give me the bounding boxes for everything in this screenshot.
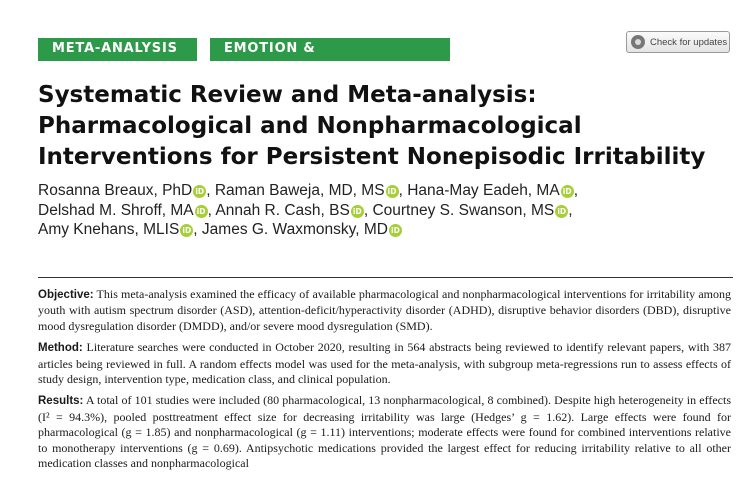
crossmark-icon <box>631 35 645 49</box>
orcid-icon[interactable]: iD <box>193 185 207 198</box>
method-text: Literature searches were conducted in Oc… <box>38 340 731 387</box>
author-name: Rosanna Breaux, PhD <box>38 182 193 199</box>
orcid-icon[interactable]: iD <box>194 204 208 218</box>
orcid-icon[interactable]: iD <box>350 204 364 218</box>
objective-label: Objective: <box>38 289 94 301</box>
orcid-icon[interactable]: iD <box>560 185 574 198</box>
results-label: Results: <box>38 395 84 408</box>
orcid-icon[interactable]: iD <box>385 185 399 198</box>
orcid-icon[interactable]: iD <box>388 224 402 237</box>
method-label: Method: <box>38 342 83 355</box>
abstract-results: Results: A total of 101 studies were inc… <box>38 393 731 471</box>
article-type-tag: META-ANALYSIS <box>38 38 197 60</box>
tag-underline <box>38 58 197 61</box>
tag-underline <box>210 58 450 61</box>
check-for-updates-label: Check for updates <box>650 36 728 48</box>
author-name: Amy Knehans, MLIS <box>38 221 180 238</box>
article-title: Systematic Review and Meta-analysis: Pha… <box>38 82 706 170</box>
check-for-updates-button[interactable]: Check for updates <box>626 31 730 53</box>
section-divider <box>38 277 733 278</box>
author-name: Delshad M. Shroff, MA <box>38 201 194 219</box>
author-name: Courtney S. Swanson, MS <box>372 201 555 219</box>
author-name: Raman Baweja, MD, MS <box>214 182 385 199</box>
author-name: James G. Waxmonsky, MD <box>201 221 388 238</box>
orcid-icon[interactable]: iD <box>555 204 569 218</box>
orcid-icon[interactable]: iD <box>180 224 194 237</box>
abstract-objective: Objective: This meta-analysis examined t… <box>38 287 731 334</box>
author-list: Rosanna Breaux, PhD iD, Raman Baweja, MD,… <box>38 182 578 238</box>
abstract: Objective: This meta-analysis examined t… <box>38 287 731 477</box>
subject-tag: EMOTION & DYSREGULATION <box>210 38 450 78</box>
results-text: A total of 101 studies were included (80… <box>38 393 732 471</box>
author-name: Annah R. Cash, BS <box>215 201 350 219</box>
abstract-method: Method: Literature searches were conduct… <box>38 340 731 387</box>
author-name: Hana-May Eadeh, MA <box>407 182 560 199</box>
objective-text: This meta-analysis examined the efficacy… <box>38 287 731 333</box>
